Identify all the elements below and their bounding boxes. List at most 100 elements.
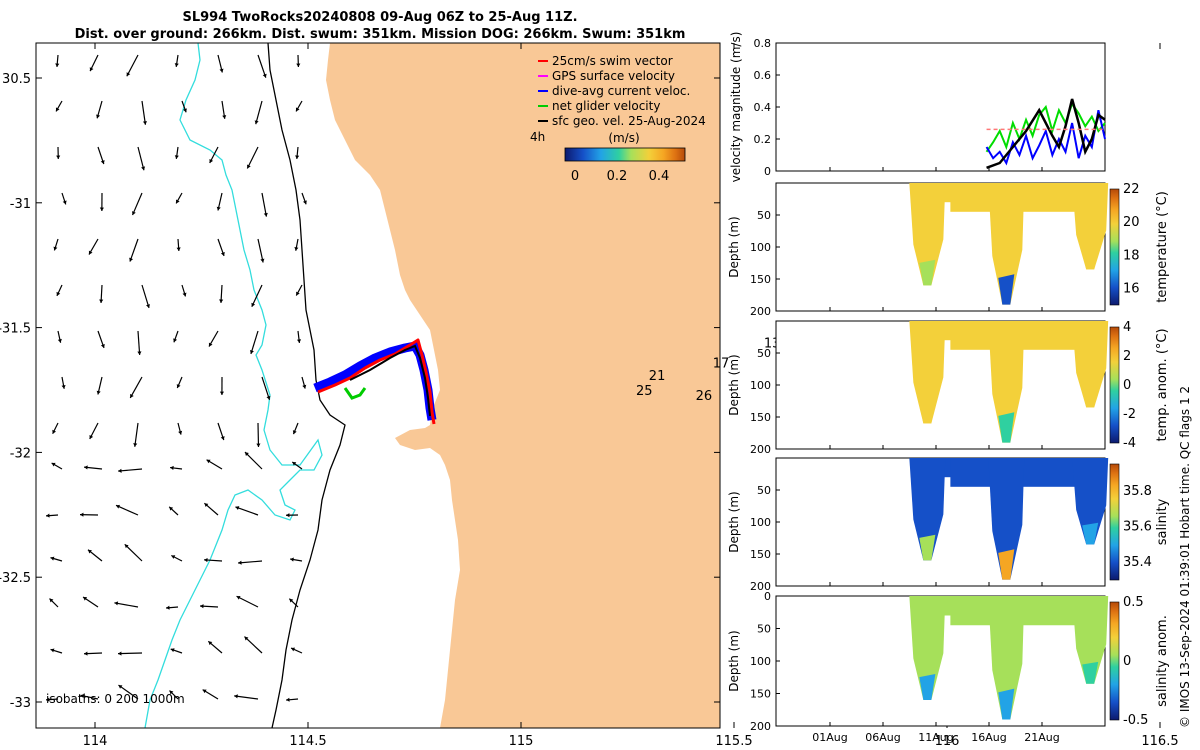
velocity-arrow-head (99, 207, 104, 211)
velocity-axes (775, 42, 1106, 172)
velocity-arrow-head (118, 468, 122, 473)
section-y-tick-label: 0 (764, 590, 771, 603)
section-dive-tip (919, 674, 936, 700)
velocity-arrow-head (216, 206, 221, 211)
section-colorbar-tick: 0 (1123, 654, 1131, 669)
velocity-arrow-head (292, 430, 297, 435)
velocity-arrow-head (206, 459, 211, 464)
velocity-arrow-head (96, 114, 101, 119)
map-y-tick-label: 30.5 (2, 72, 31, 87)
velocity-arrow-head (56, 155, 61, 159)
speed-colorbar-tick: 0 (571, 169, 579, 184)
velocity-arrow-head (219, 68, 224, 73)
section-dive-profile (1072, 183, 1109, 270)
vel-y-tick-label: 0 (764, 165, 771, 178)
map-y-tick-label: -31.5 (0, 322, 31, 337)
time-tick-label: 16Aug (971, 731, 1006, 744)
velocity-arrow-head (171, 555, 176, 559)
isobaths-label: isobaths: 0 200 1000m (46, 692, 185, 706)
swim-vector-track (317, 338, 436, 425)
section-colorbar (1109, 326, 1120, 444)
velocity-arrow-head (302, 200, 307, 205)
section-dive-tip (998, 688, 1015, 720)
velocity-arrow-head (141, 166, 146, 171)
map-x-tick-label: 114.5 (289, 734, 326, 749)
velocity-arrow-head (263, 212, 268, 217)
map-y-tick-label: -32 (10, 446, 31, 461)
colorbar-unit: (m/s) (608, 131, 639, 145)
velocity-arrow-head (178, 430, 183, 435)
section-dive-tip (919, 397, 936, 424)
velocity-arrow-head (118, 685, 123, 689)
velocity-arrow (235, 506, 259, 516)
section-colorbar-tick: 35.4 (1123, 555, 1152, 570)
velocity-arrow-head (302, 384, 307, 389)
velocity-arrow-head (46, 513, 50, 518)
velocity-arrow-head (249, 350, 254, 354)
section-y-tick-label: 100 (750, 516, 771, 529)
net-velocity-track (343, 387, 367, 400)
velocity-arrow-head (99, 299, 104, 303)
velocity-arrow-head (100, 344, 105, 348)
velocity-arrow (137, 330, 141, 355)
velocity-arrow (257, 238, 264, 263)
velocity-arrow-head (176, 384, 181, 389)
velocity-arrow-head (51, 462, 56, 467)
velocity-arrow-head (124, 544, 129, 549)
section-panel: 50 100 150 200 Depth (m) 16 18 20 22 temperature … (727, 182, 1170, 318)
section-colorbar-tick: 2 (1123, 349, 1131, 364)
velocity-arrow (129, 238, 139, 262)
imos-credit-label: © IMOS 13-Sep-2024 01:39:01 Hobart time.… (1178, 385, 1192, 728)
map-y-tick-label: -31 (10, 197, 31, 212)
map-x-ticks: 114 114.5 115 115.5 116 116.5 (83, 43, 1179, 749)
map-panel: 121127101721252613 25cm/s swim vectorGPS… (0, 42, 1179, 749)
velocity-arrow-head (200, 604, 204, 609)
velocity-arrow-head (202, 689, 207, 694)
map-x-tick-label: 114 (83, 734, 108, 749)
velocity-arrow (255, 100, 263, 125)
speed-colorbar-tick: 0.2 (607, 169, 628, 184)
section-y-tick-label: 200 (750, 305, 771, 318)
legend-label: net glider velocity (552, 99, 660, 113)
velocity-arrow-head (294, 247, 299, 251)
velocity-arrow (114, 602, 139, 608)
isobath-200m (267, 43, 346, 728)
section-dive-tip (998, 412, 1015, 443)
section-dive-profile (988, 321, 1025, 443)
velocity-arrow-head (100, 160, 105, 165)
section-panel: 0 50 100 150 200 Depth (m) -0.5 0 0.5 salinity an… (727, 590, 1170, 733)
velocity-arrow-head (114, 601, 119, 606)
velocity-arrow (250, 330, 259, 355)
velocity-arrow (118, 684, 139, 700)
velocity-arrow-head (176, 199, 180, 204)
surface-velocity-arrows (45, 54, 307, 702)
section-y-label: Depth (m) (727, 630, 741, 691)
section-colorbar-tick: -0.5 (1123, 713, 1148, 728)
section-colorbar (1109, 188, 1120, 306)
section-y-tick-label: 100 (750, 241, 771, 254)
velocity-arrow-head (209, 158, 214, 163)
section-dive-tip (1082, 385, 1099, 408)
velocity-arrow-head (129, 257, 134, 262)
section-y-label: Depth (m) (727, 216, 741, 277)
velocity-arrow-head (52, 429, 57, 434)
vel-y-tick-label: 0.8 (754, 37, 772, 50)
velocity-arrow-head (208, 342, 213, 347)
track-day-label: 26 (696, 389, 713, 404)
velocity-arrow-head (55, 63, 60, 67)
speed-colorbar (564, 147, 686, 162)
speed-colorbar-tick: 0.4 (649, 169, 670, 184)
time-axis-ticks: 01Aug 06Aug 11Aug 16Aug 21Aug (812, 167, 1060, 744)
vel-series-line (985, 101, 1106, 153)
section-colorbar-tick: -2 (1123, 407, 1136, 422)
section-y-tick-label: 100 (750, 379, 771, 392)
velocity-arrow (131, 192, 143, 216)
section-dive-profile (988, 596, 1025, 720)
speed-colorbar-ticks: 0 0.2 0.4 (571, 169, 669, 184)
velocity-arrow (129, 376, 143, 399)
velocity-arrow-head (169, 690, 174, 695)
velocity-arrow (126, 54, 139, 77)
